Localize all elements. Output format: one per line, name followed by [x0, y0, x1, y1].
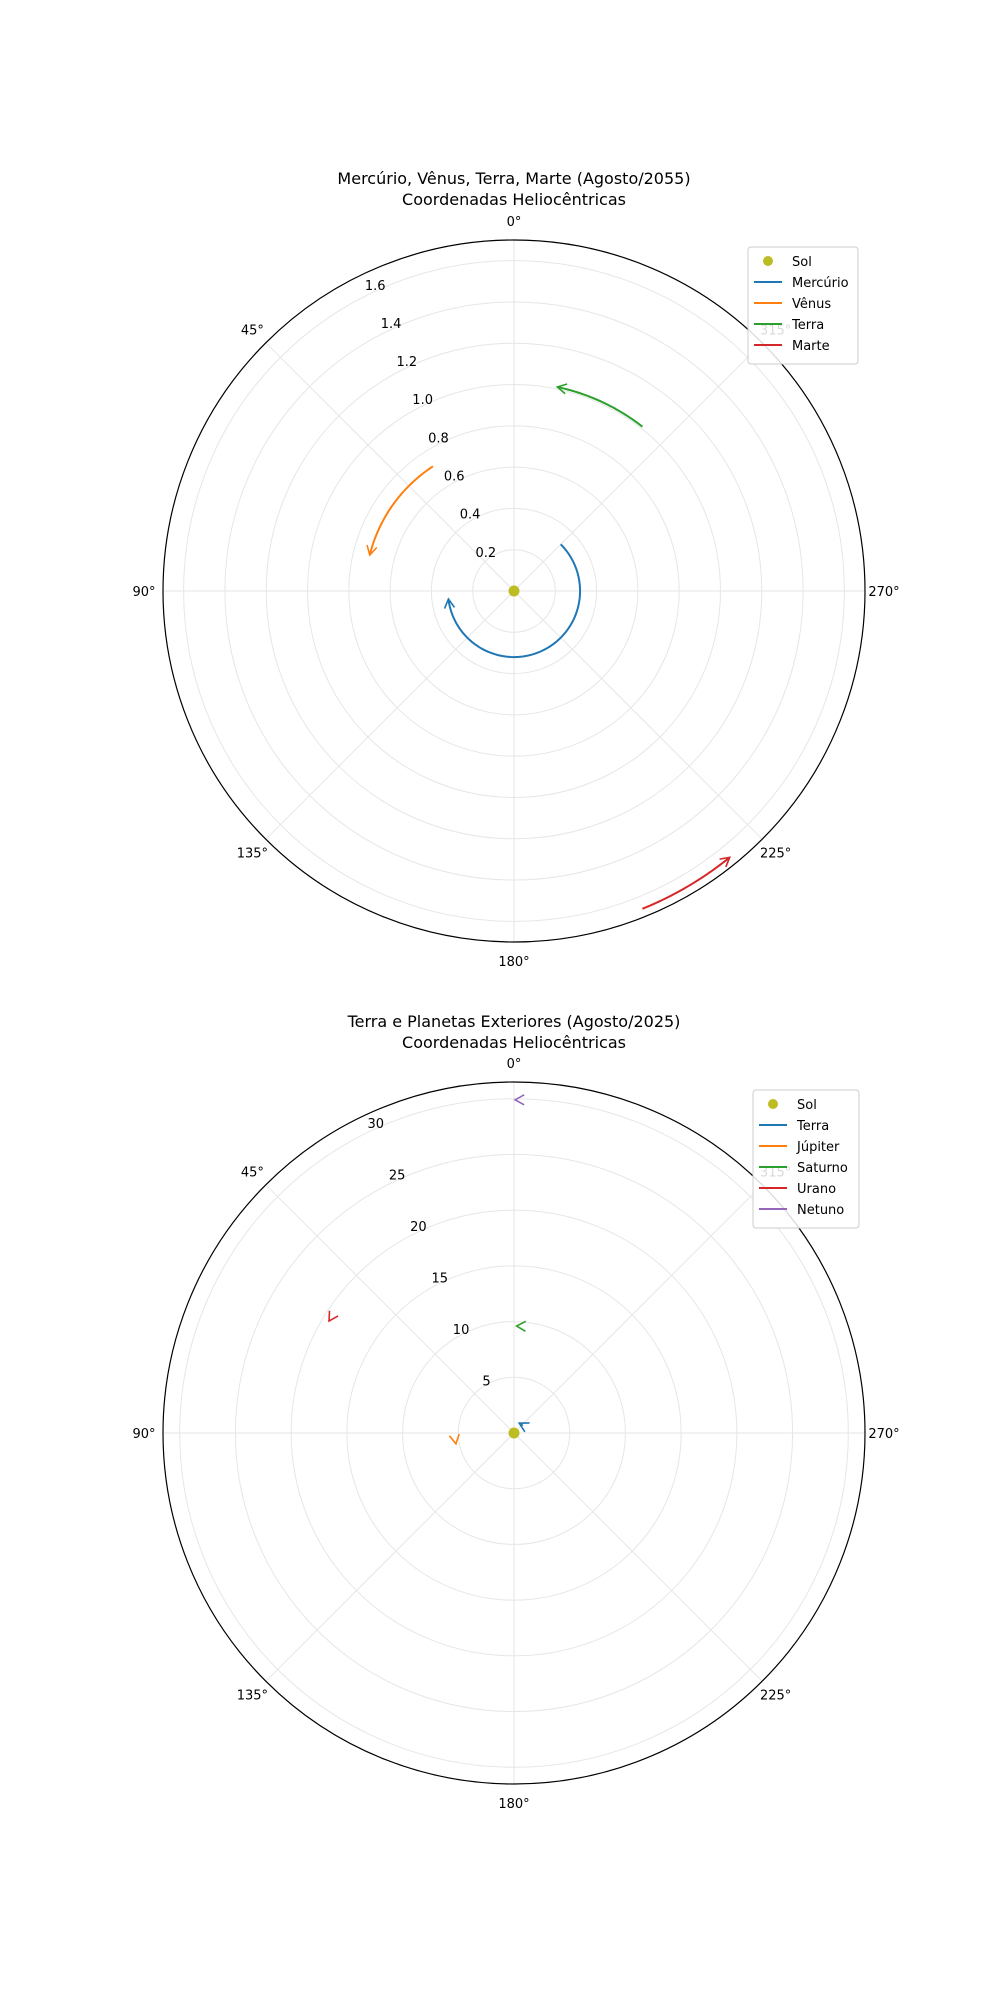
chart-subtitle: Coordenadas Heliocêntricas [402, 190, 626, 209]
polar-chart-2: 0°45°90°135°180°225°270°315°51015202530T… [132, 1012, 899, 1812]
legend: Sol Terra Júpiter Saturno Urano Netuno [752, 1089, 860, 1229]
theta-tick-label: 180° [498, 955, 529, 970]
r-tick-label: 1.6 [365, 279, 386, 294]
theta-tick-label: 0° [507, 1057, 522, 1072]
theta-gridline [265, 342, 515, 592]
series-terra-arrow [555, 383, 568, 395]
theta-tick-label: 270° [868, 585, 899, 600]
r-tick-label: 0.8 [428, 431, 449, 446]
theta-tick-label: 90° [132, 1427, 155, 1442]
theta-gridline [513, 1184, 763, 1434]
series-netuno-arrow [513, 1094, 525, 1106]
legend-label: Júpiter [796, 1140, 840, 1155]
legend-box [747, 246, 859, 365]
series-júpiter-arrow [448, 1433, 460, 1446]
theta-tick-label: 225° [760, 1689, 791, 1704]
r-tick-label: 0.6 [444, 470, 465, 485]
legend-sun-marker [763, 256, 773, 266]
legend-sun-marker [768, 1099, 778, 1109]
series-mercúrio-arrow [443, 597, 456, 609]
series-urano-arrow [328, 1310, 339, 1323]
series-saturno-arrow [514, 1320, 527, 1332]
legend-label: Sol [792, 255, 812, 270]
theta-tick-label: 225° [760, 847, 791, 862]
theta-gridline [513, 342, 763, 592]
r-tick-label: 1.0 [412, 393, 433, 408]
legend-label: Vênus [792, 297, 831, 312]
r-tick-label: 20 [410, 1220, 427, 1235]
polar-frame [162, 1081, 866, 1785]
theta-tick-label: 0° [507, 215, 522, 230]
theta-tick-label: 45° [241, 323, 264, 338]
legend-label: Terra [791, 318, 824, 333]
polar-chart-1: 0°45°90°135°180°225°270°315°0.20.40.60.8… [132, 169, 899, 970]
legend-label: Terra [796, 1119, 829, 1134]
r-tick-label: 10 [453, 1323, 470, 1338]
r-tick-label: 30 [368, 1117, 385, 1132]
series-terra-arc [557, 386, 643, 428]
r-tick-label: 15 [431, 1272, 448, 1287]
r-tick-label: 5 [482, 1375, 490, 1390]
chart-title: Terra e Planetas Exteriores (Agosto/2025… [347, 1012, 681, 1031]
r-tick-label: 25 [389, 1169, 406, 1184]
theta-gridline [265, 1432, 515, 1682]
r-tick-label: 1.4 [381, 317, 402, 332]
legend-label: Saturno [797, 1161, 848, 1176]
series-mercúrio-arc [447, 543, 582, 659]
theta-gridline [265, 590, 515, 840]
chart-title: Mercúrio, Vênus, Terra, Marte (Agosto/20… [337, 169, 690, 188]
series-terra-arrow [517, 1422, 530, 1433]
legend: Sol Mercúrio Vênus Terra Marte [747, 246, 859, 365]
theta-gridline [265, 1184, 515, 1434]
series-vênus-arc [368, 465, 434, 556]
r-tick-label: 0.4 [460, 508, 481, 523]
polar-frame [162, 239, 866, 943]
legend-label: Urano [797, 1182, 836, 1197]
sun-marker [508, 1427, 520, 1439]
chart-subtitle: Coordenadas Heliocêntricas [402, 1033, 626, 1052]
theta-tick-label: 180° [498, 1797, 529, 1812]
theta-gridline [513, 1432, 763, 1682]
legend-label: Marte [792, 339, 830, 354]
theta-tick-label: 135° [237, 847, 268, 862]
legend-label: Sol [797, 1098, 817, 1113]
series-marte-arrow [719, 856, 731, 868]
theta-tick-label: 90° [132, 585, 155, 600]
theta-tick-label: 45° [241, 1165, 264, 1180]
theta-gridline [513, 590, 763, 840]
sun-marker [508, 585, 520, 597]
legend-label: Mercúrio [792, 276, 849, 291]
r-tick-label: 1.2 [396, 355, 417, 370]
series-vênus-arrow [366, 544, 378, 557]
theta-tick-label: 135° [237, 1689, 268, 1704]
theta-tick-label: 270° [868, 1427, 899, 1442]
legend-label: Netuno [797, 1203, 844, 1218]
r-tick-label: 0.2 [476, 546, 497, 561]
series-marte-arc [642, 856, 731, 910]
